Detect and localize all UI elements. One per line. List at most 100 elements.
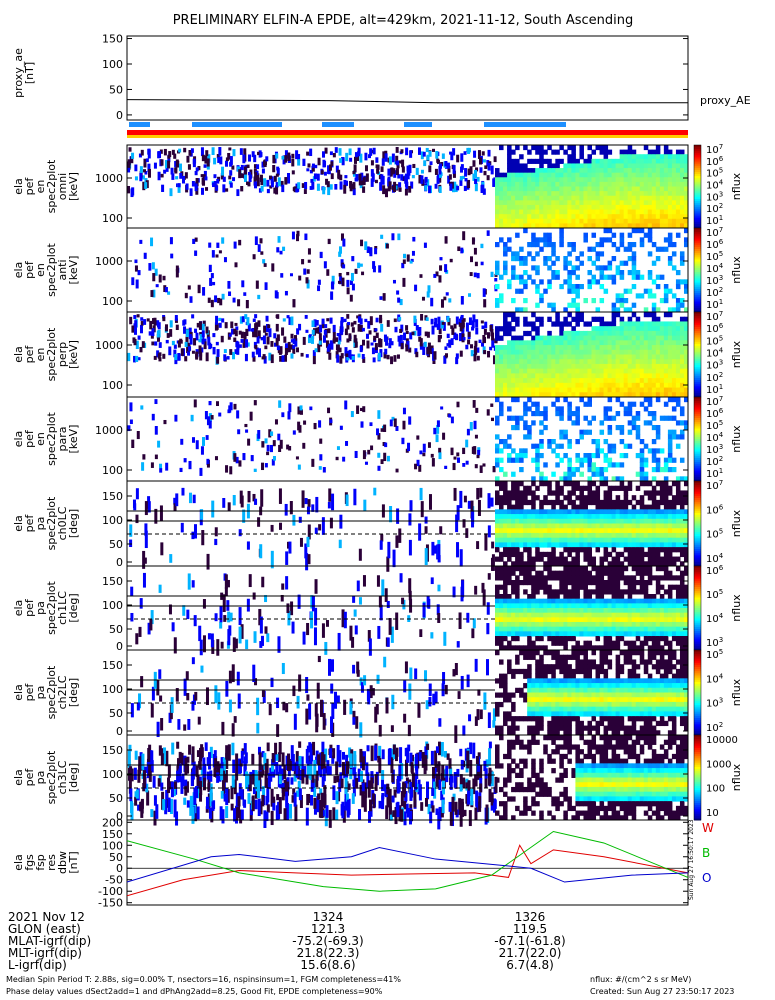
spec2plot_para-cell xyxy=(671,467,677,473)
spec2plot_anti-cell xyxy=(551,270,556,276)
spec2plot_ch1LC-speck xyxy=(207,633,211,640)
spec2plot_omni-speck xyxy=(138,153,142,158)
spec2plot_perp-cell xyxy=(523,330,528,337)
spec2plot_para-cell xyxy=(511,457,516,463)
spec2plot_ch0LC-cell xyxy=(523,499,528,506)
spec2plot_ch0LC-cell xyxy=(559,528,564,534)
spec2plot_anti-cell xyxy=(523,307,528,313)
spec2plot_omni-cell xyxy=(587,177,592,183)
spec2plot_ch0LC-cell xyxy=(499,532,504,539)
spec2plot_perp-cell xyxy=(627,345,633,351)
spec2plot_perp-cell xyxy=(659,359,665,365)
spec2plot_perp-cell xyxy=(575,387,580,393)
spec2plot_perp-cell xyxy=(583,354,588,360)
spec2plot_para-colorbar-cell xyxy=(694,464,701,467)
spec2plot_anti-speck xyxy=(494,273,498,277)
spec2plot_perp-cell xyxy=(587,392,592,398)
spec2plot_anti-colorbar-cell xyxy=(694,288,701,292)
spec2plot_omni-speck xyxy=(174,168,178,173)
spec2plot_perp-speck xyxy=(368,330,372,335)
spec2plot_perp-cell xyxy=(655,326,661,332)
spec2plot_para-speck xyxy=(391,416,395,421)
spec2plot_ch0LC-cell xyxy=(627,481,633,487)
spec2plot_anti-cell xyxy=(567,288,572,294)
spec2plot_ch0LC-cell xyxy=(519,514,524,520)
spec2plot_omni-cell xyxy=(499,172,504,178)
spec2plot_omni-cell xyxy=(591,200,597,206)
spec2plot_ch0LC-cell xyxy=(555,556,560,562)
spec2plot_perp-cell xyxy=(619,378,625,384)
spec2plot_ch0LC-cell xyxy=(639,537,645,543)
spec2plot_omni-cell xyxy=(555,163,560,169)
spec2plot_perp-speck xyxy=(202,320,206,327)
spec2plot_omni-cell xyxy=(555,209,560,215)
spec2plot_perp-cell xyxy=(547,354,552,360)
spec2plot_perp-speck xyxy=(270,354,274,364)
spec2plot_ch1LC-speck xyxy=(487,573,491,580)
spec2plot_omni-speck xyxy=(313,173,317,180)
spec2plot_ch0LC-colorbar-cell xyxy=(694,523,701,527)
spec2plot_perp-cell xyxy=(611,392,617,398)
spec2plot_ch0LC-cell xyxy=(599,523,605,529)
spec2plot_ch0LC-cell xyxy=(507,556,512,562)
spec2plot_anti-speck xyxy=(462,231,466,241)
spec2plot_perp-speck xyxy=(278,350,282,355)
spec2plot_anti-speck xyxy=(339,276,343,285)
spec2plot_ch0LC-cell xyxy=(639,547,645,553)
spec2plot_para-speck xyxy=(140,405,144,410)
spec2plot_perp-colorbar-cell xyxy=(694,335,701,338)
spec2plot_ch1LC-speck xyxy=(349,625,353,641)
spec2plot_ch0LC-cell xyxy=(679,504,685,510)
spec2plot_anti-cell xyxy=(499,298,504,304)
spec2plot_para-speck xyxy=(253,400,257,406)
spec2plot_para-colorbar-tick: 103 xyxy=(706,443,723,456)
spec2plot_omni-speck xyxy=(400,174,404,181)
spec2plot_ch0LC-speck xyxy=(490,497,494,507)
spec2plot_omni-cell xyxy=(663,149,669,155)
spec2plot_omni-cell xyxy=(507,204,512,211)
spec2plot_omni-colorbar-cell xyxy=(694,207,701,210)
spec2plot_anti-speck xyxy=(326,269,330,276)
spec2plot_perp-speck xyxy=(315,320,319,326)
spec2plot_perp-speck xyxy=(282,318,286,322)
spec2plot_omni-cell xyxy=(543,158,548,164)
spec2plot_para-speck xyxy=(401,437,405,445)
spec2plot_omni-speck xyxy=(382,185,386,195)
spec2plot_omni-cell xyxy=(543,223,548,229)
spec2plot_omni-cell xyxy=(519,168,524,174)
spec2plot_para-speck xyxy=(377,465,381,471)
spec2plot_perp-speck xyxy=(266,336,270,345)
spec2plot_ch1LC-cell xyxy=(511,622,516,628)
spec2plot_para-speck xyxy=(278,400,282,408)
spec2plot_omni-colorbar-cell xyxy=(694,221,701,225)
spec2plot_para-cell xyxy=(531,401,536,407)
spec2plot_perp-speck xyxy=(446,333,450,339)
spec2plot_perp-cell xyxy=(559,335,564,341)
spec2plot_omni-cell xyxy=(539,172,544,178)
spec2plot_anti-cell xyxy=(495,284,500,290)
spec2plot_perp-speck xyxy=(311,335,315,344)
spec2plot_ch1LC-speck xyxy=(368,638,372,656)
spec2plot_perp-speck xyxy=(426,331,430,338)
spec2plot_perp-cell xyxy=(503,387,508,393)
spec2plot_para-cell xyxy=(559,434,564,440)
spec2plot_perp-speck xyxy=(332,338,336,344)
spec2plot_omni-speck xyxy=(329,184,333,190)
spec2plot_ch0LC-cell xyxy=(623,509,629,515)
spec2plot_omni-speck xyxy=(339,181,343,190)
spec2plot_para-colorbar-tick: 105 xyxy=(706,419,723,432)
spec2plot_perp-cell xyxy=(615,368,621,374)
spec2plot_para-cell xyxy=(499,411,504,417)
spec2plot_ch0LC-cell xyxy=(607,495,613,501)
spec2plot_perp-ylabel-0: ela xyxy=(12,346,25,363)
spec2plot_anti-ylabel-2: en xyxy=(34,263,47,277)
spec2plot_ch0LC-cell xyxy=(551,547,556,553)
spec2plot_perp-cell xyxy=(595,326,601,332)
spec2plot_perp-cell xyxy=(599,345,605,351)
spec2plot_perp-cell xyxy=(567,392,572,398)
spec2plot_anti-speck xyxy=(131,277,135,286)
spec2plot_perp-cell xyxy=(659,321,665,327)
spec2plot_omni-speck xyxy=(438,186,442,193)
spec2plot_anti-speck xyxy=(440,299,444,308)
spec2plot_ch0LC-cell xyxy=(531,561,536,567)
